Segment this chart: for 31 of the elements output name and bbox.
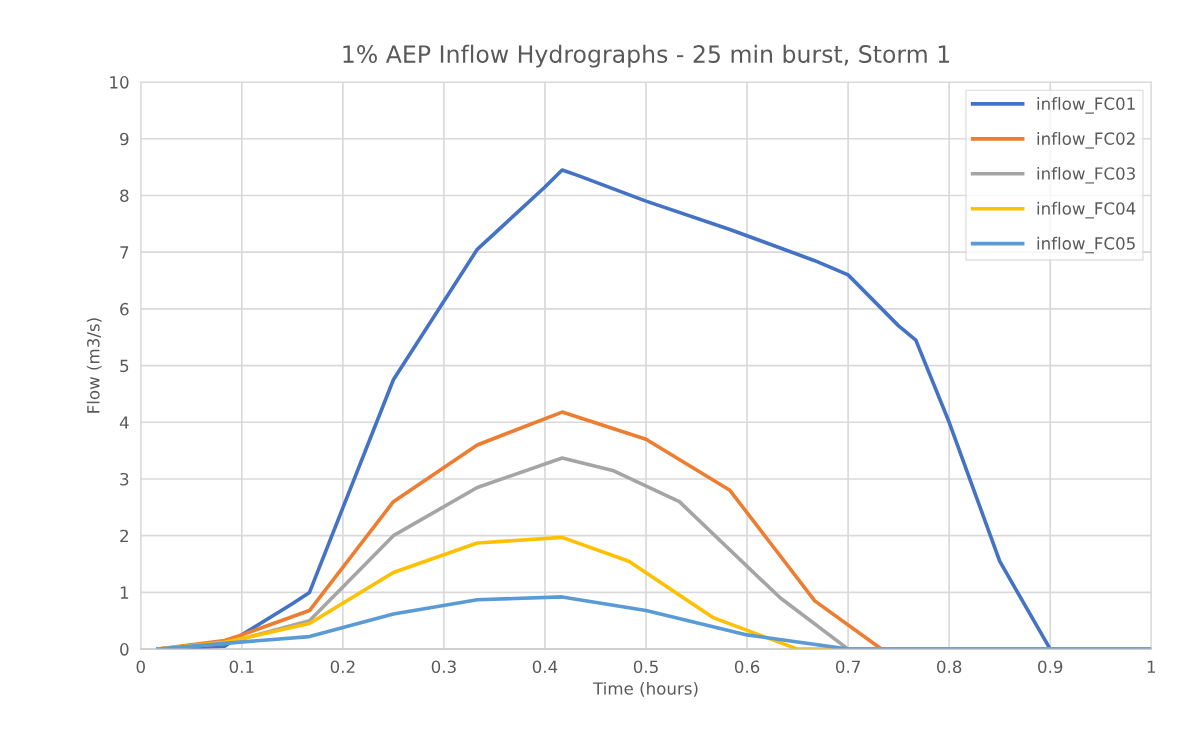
line-series (156, 595, 1152, 650)
y-tick-label: 6 (120, 302, 129, 316)
y-tick-label: 7 (120, 246, 129, 259)
legend-label: inflow_FC04 (1037, 201, 1136, 219)
x-tick-label: 0.3 (431, 660, 456, 674)
y-tick-label: 8 (120, 189, 129, 203)
y-tick-label: 5 (120, 359, 129, 373)
x-tick-label: 0.6 (734, 660, 760, 674)
legend-label: inflow_FC01 (1037, 97, 1135, 114)
x-tick-label: 0.1 (229, 660, 254, 674)
y-tick-label: 2 (120, 529, 128, 543)
x-tick-label: 0.5 (633, 660, 658, 674)
legend-label: inflow_FC02 (1037, 132, 1135, 149)
x-tick-label: 0.4 (532, 660, 558, 674)
y-tick-label: 4 (119, 416, 129, 429)
y-tick-label: 3 (120, 472, 129, 486)
chart-title: 1% AEP Inflow Hydrographs - 25 min burst, Storm 1 (343, 44, 950, 68)
x-tick-label: 1 (1147, 660, 1156, 673)
legend-label: inflow_FC03 (1037, 166, 1135, 184)
y-axis-title: Flow (m3/s) (86, 318, 102, 413)
y-tick-label: 10 (110, 76, 129, 89)
x-tick-label: 0.2 (330, 660, 355, 674)
x-axis-title: Time (hours) (592, 681, 698, 697)
legend-label: inflow_FC05 (1037, 236, 1135, 254)
y-tick-label: 1 (120, 586, 129, 599)
x-tick-label: 0.8 (937, 660, 962, 674)
y-tick-label: 0 (120, 643, 129, 656)
x-tick-label: 0.9 (1038, 660, 1063, 674)
x-tick-label: 0.7 (835, 660, 860, 674)
y-tick-label: 9 (120, 132, 129, 146)
x-tick-label: 0 (136, 660, 145, 674)
